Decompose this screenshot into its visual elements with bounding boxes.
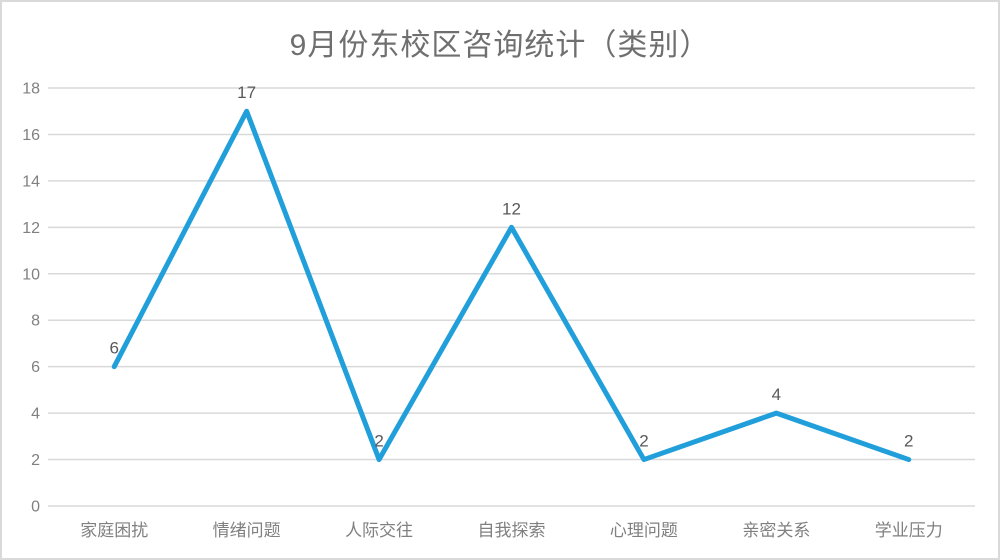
data-point-label: 6 bbox=[109, 339, 118, 358]
y-tick-label: 12 bbox=[22, 220, 40, 237]
y-tick-label: 16 bbox=[22, 127, 40, 144]
data-point-label: 4 bbox=[772, 385, 781, 404]
y-tick-label: 18 bbox=[22, 81, 40, 98]
y-tick-label: 14 bbox=[22, 173, 40, 190]
x-category-label: 家庭困扰 bbox=[80, 521, 148, 540]
y-tick-label: 4 bbox=[31, 406, 40, 423]
x-category-label: 自我探索 bbox=[478, 521, 546, 540]
y-tick-label: 10 bbox=[22, 266, 40, 283]
x-category-label: 亲密关系 bbox=[742, 521, 810, 540]
data-point-label: 2 bbox=[639, 432, 648, 451]
chart-title: 9月份东校区咨询统计（类别） bbox=[289, 29, 711, 62]
x-category-label: 心理问题 bbox=[610, 521, 678, 540]
y-tick-label: 6 bbox=[31, 359, 40, 376]
data-point-label: 2 bbox=[374, 432, 383, 451]
y-tick-label: 0 bbox=[31, 499, 40, 516]
y-tick-label: 2 bbox=[31, 452, 40, 469]
x-category-label: 情绪问题 bbox=[213, 521, 281, 540]
x-category-label: 学业压力 bbox=[875, 521, 943, 540]
data-point-label: 12 bbox=[502, 199, 521, 218]
data-point-label: 2 bbox=[904, 432, 913, 451]
data-series-line bbox=[111, 108, 912, 463]
y-tick-label: 8 bbox=[31, 313, 40, 330]
data-point-label: 17 bbox=[237, 83, 256, 102]
x-category-label: 人际交往 bbox=[345, 521, 413, 540]
